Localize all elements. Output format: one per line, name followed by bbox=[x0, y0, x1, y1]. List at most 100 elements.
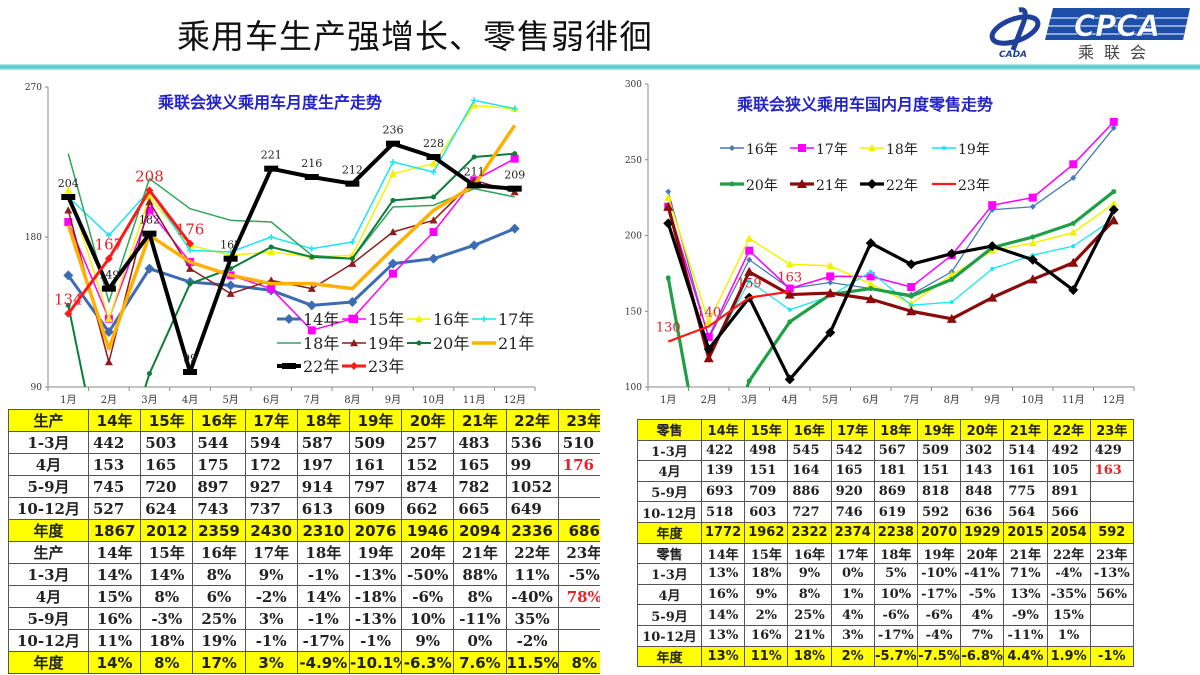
data-point bbox=[64, 218, 73, 226]
x-tick-label: 9月 bbox=[385, 394, 401, 406]
table-cell: -4.9% bbox=[296, 651, 350, 674]
table-cell: 25% bbox=[192, 607, 246, 630]
table-cell bbox=[1089, 604, 1134, 626]
row-label: 年度 bbox=[8, 651, 89, 674]
legend-item: 16年 bbox=[720, 142, 778, 158]
table-cell: -6% bbox=[873, 604, 918, 626]
table-cell: -1% bbox=[1089, 645, 1134, 668]
table-cell: 19年 bbox=[916, 419, 962, 441]
table-cell: 16年 bbox=[787, 419, 832, 441]
table-cell: 848 bbox=[960, 480, 1005, 503]
table-cell: 16年 bbox=[787, 542, 832, 565]
legend-item: 23年 bbox=[342, 357, 404, 376]
data-point bbox=[990, 266, 995, 271]
page-title: 乘用车生产强增长、零售弱徘徊 bbox=[177, 17, 653, 56]
y-tick-label: 100 bbox=[625, 383, 642, 393]
data-point bbox=[104, 358, 113, 366]
table-row: 5-9月 693 709 886 920 869 818 848 775 891 bbox=[637, 480, 1134, 503]
table-cell: 897 bbox=[192, 475, 246, 498]
table-cell: 743 bbox=[192, 497, 246, 520]
x-tick-label: 10月 bbox=[422, 394, 445, 406]
x-tick-label: 7月 bbox=[903, 394, 919, 406]
table-row: 10-12月 527 624 743 737 613 609 662 665 649 bbox=[8, 497, 600, 520]
data-point bbox=[827, 279, 834, 286]
table-cell: 7.6% bbox=[453, 651, 507, 674]
x-tick-label: 4月 bbox=[182, 394, 198, 406]
legend-label: 17年 bbox=[816, 142, 848, 158]
table-cell: 19% bbox=[192, 629, 246, 652]
cpca-logo: CADA CPCA 乘联会 bbox=[989, 7, 1190, 60]
table-growth-row: 4月 16% 9% 8% 1% 10% -17% -5% 13% -35% 56% bbox=[637, 583, 1134, 606]
table-cell: 17% bbox=[192, 651, 246, 674]
table-cell: 1867 bbox=[87, 519, 142, 542]
table-cell: 71% bbox=[1003, 563, 1048, 585]
data-point bbox=[825, 288, 836, 298]
table-cell: 15年 bbox=[140, 409, 194, 432]
data-point bbox=[745, 246, 754, 255]
table-cell: -2% bbox=[244, 585, 298, 608]
table-cell: 2310 bbox=[296, 519, 350, 542]
legend-label: 16年 bbox=[433, 310, 469, 329]
legend-item: 22年 bbox=[860, 178, 918, 194]
table-growth-header-row: 生产 14年 15年 16年 17年 18年 19年 20年 21年 22年 23年 bbox=[8, 541, 600, 564]
series-17年 bbox=[65, 97, 518, 255]
data-point bbox=[345, 180, 360, 187]
data-point bbox=[866, 279, 875, 288]
row-label: 5-9月 bbox=[8, 475, 89, 498]
table-cell: -9% bbox=[1003, 604, 1048, 626]
legend-label: 23年 bbox=[958, 178, 990, 194]
data-label: 208 bbox=[135, 167, 164, 185]
table-cell: 23年 bbox=[1089, 542, 1134, 565]
data-point bbox=[186, 239, 195, 248]
data-point bbox=[510, 154, 519, 163]
legend-item: 19年 bbox=[342, 334, 404, 353]
table-cell: 1% bbox=[830, 583, 875, 606]
data-point bbox=[1070, 220, 1076, 226]
legend-item: 23年 bbox=[932, 178, 990, 194]
table-cell: -2% bbox=[505, 629, 559, 652]
legend-label: 15年 bbox=[368, 310, 404, 329]
table-cell: 891 bbox=[1046, 480, 1091, 503]
table-cell: 442 bbox=[87, 431, 142, 454]
table-cell: 1929 bbox=[960, 521, 1005, 544]
table-cell: 8% bbox=[140, 585, 194, 608]
production-table-viewport: 生产 14年 15年 16年 17年 18年 19年 20年 21年 22年 23年 1-3月 442 5… bbox=[0, 400, 600, 675]
data-point bbox=[390, 197, 396, 203]
data-point bbox=[704, 317, 713, 326]
series-line bbox=[666, 190, 1115, 387]
data-point bbox=[946, 248, 957, 259]
data-point bbox=[509, 223, 520, 234]
table-cell: 429 bbox=[1089, 439, 1134, 462]
table-cell: 11% bbox=[87, 629, 142, 652]
table-cell: 9% bbox=[744, 583, 789, 606]
table-cell: 818 bbox=[916, 480, 962, 503]
table-cell: 2070 bbox=[916, 521, 962, 544]
row-label: 1-3月 bbox=[8, 431, 89, 454]
row-label: 5-9月 bbox=[8, 607, 89, 630]
table-cell: 8% bbox=[453, 585, 507, 608]
table-cell: 11.5% bbox=[505, 651, 559, 674]
table-cell: 2015 bbox=[1003, 521, 1048, 544]
table-cell: 19年 bbox=[916, 542, 962, 565]
table-cell: 13% bbox=[700, 563, 746, 585]
production-chart: 90 180 270 1月 2月 3月 4月 5月 6月 7月 8月 9月 10月 11月 12月 乘联会狭义… bbox=[25, 83, 536, 406]
legend-label: 19年 bbox=[958, 142, 990, 158]
legend-label: 18年 bbox=[886, 142, 918, 158]
cada-emblem-icon: CADA bbox=[989, 7, 1041, 60]
row-label: 10-12月 bbox=[637, 624, 702, 647]
legend-item: 14年 bbox=[277, 310, 339, 329]
table-cell: 17年 bbox=[244, 409, 298, 432]
table-cell bbox=[1089, 480, 1134, 503]
data-point bbox=[1069, 228, 1078, 236]
row-label: 4月 bbox=[637, 583, 702, 606]
table-cell: 592 bbox=[916, 501, 962, 523]
table-cell: 19年 bbox=[348, 541, 403, 564]
table-cell: 720 bbox=[140, 475, 194, 498]
table-cell: 16年 bbox=[192, 409, 246, 432]
table-cell: -35% bbox=[1046, 583, 1091, 606]
data-label: 204 bbox=[58, 177, 79, 190]
table-row: 10-12月 518 603 727 746 619 592 636 564 566 bbox=[637, 501, 1134, 523]
table-cell: 14年 bbox=[700, 419, 746, 441]
table-cell: -6.8% bbox=[960, 645, 1005, 668]
